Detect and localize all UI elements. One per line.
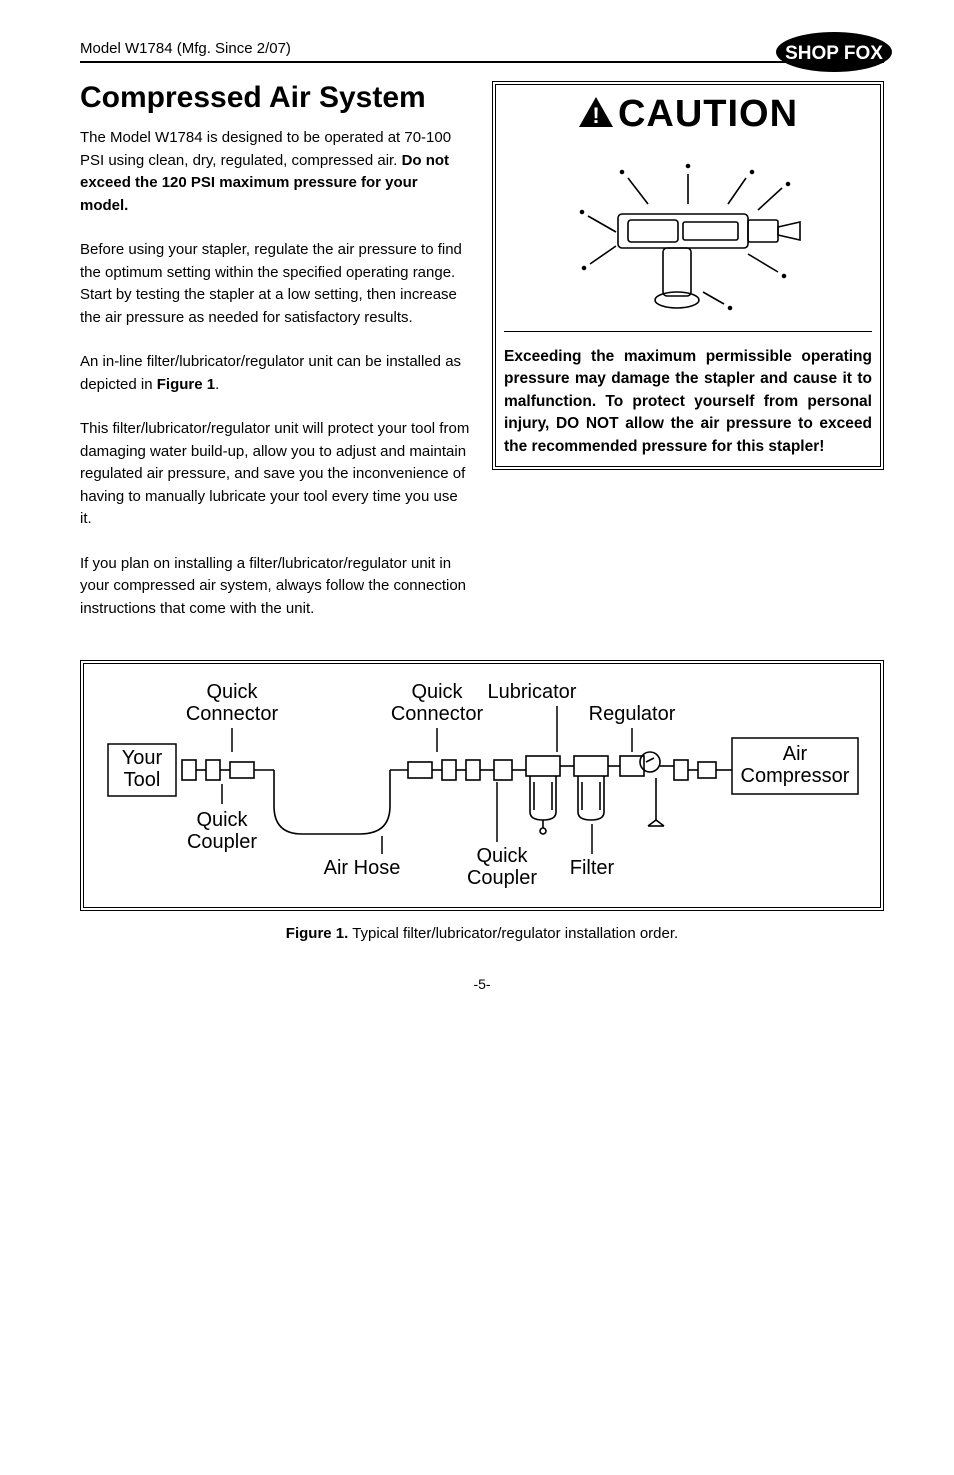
svg-text:Quick: Quick [206, 681, 258, 703]
caution-header: ! CAUTION [504, 93, 872, 136]
svg-text:Quick: Quick [476, 845, 528, 867]
shopfox-logo: SHOP FOX [774, 30, 894, 79]
svg-text:Regulator: Regulator [589, 703, 676, 725]
warning-triangle-icon: ! [578, 96, 614, 133]
svg-text:Lubricator: Lubricator [488, 681, 577, 703]
body-copy: The Model W1784 is designed to be operat… [80, 127, 470, 620]
svg-text:Air: Air [783, 743, 808, 765]
svg-text:Coupler: Coupler [467, 867, 537, 888]
paragraph-2: Before using your stapler, regulate the … [80, 239, 470, 329]
svg-text:Tool: Tool [124, 769, 161, 791]
svg-text:Connector: Connector [186, 703, 279, 725]
svg-text:Quick: Quick [196, 809, 248, 831]
svg-text:Your: Your [122, 747, 163, 769]
figure-1-box: Quick Connector Quick Connector Lubricat… [80, 660, 884, 911]
caution-illustration [504, 144, 872, 332]
paragraph-3: An in-line filter/lubricator/regulator u… [80, 351, 470, 396]
svg-text:Filter: Filter [570, 857, 615, 879]
paragraph-4: This filter/lubricator/regulator unit wi… [80, 418, 470, 531]
figure-1-diagram: Quick Connector Quick Connector Lubricat… [102, 678, 862, 888]
svg-text:Coupler: Coupler [187, 831, 257, 853]
svg-text:!: ! [592, 103, 599, 128]
caution-body: Exceeding the maximum permissible operat… [504, 346, 872, 458]
svg-text:Air Hose: Air Hose [324, 857, 401, 879]
svg-text:SHOP FOX: SHOP FOX [785, 43, 883, 64]
paragraph-5: If you plan on installing a filter/lubri… [80, 553, 470, 621]
caution-box: ! CAUTION [492, 81, 884, 470]
figure-1-caption: Figure 1. Typical filter/lubricator/regu… [80, 925, 884, 942]
svg-text:Connector: Connector [391, 703, 484, 725]
svg-text:Compressor: Compressor [741, 765, 850, 787]
model-header: Model W1784 (Mfg. Since 2/07) [80, 40, 884, 57]
header-rule [80, 61, 884, 63]
page-title: Compressed Air System [80, 81, 470, 115]
caution-heading: CAUTION [618, 93, 798, 135]
page-number: -5- [80, 976, 884, 992]
paragraph-1: The Model W1784 is designed to be operat… [80, 127, 470, 217]
svg-text:Quick: Quick [411, 681, 463, 703]
